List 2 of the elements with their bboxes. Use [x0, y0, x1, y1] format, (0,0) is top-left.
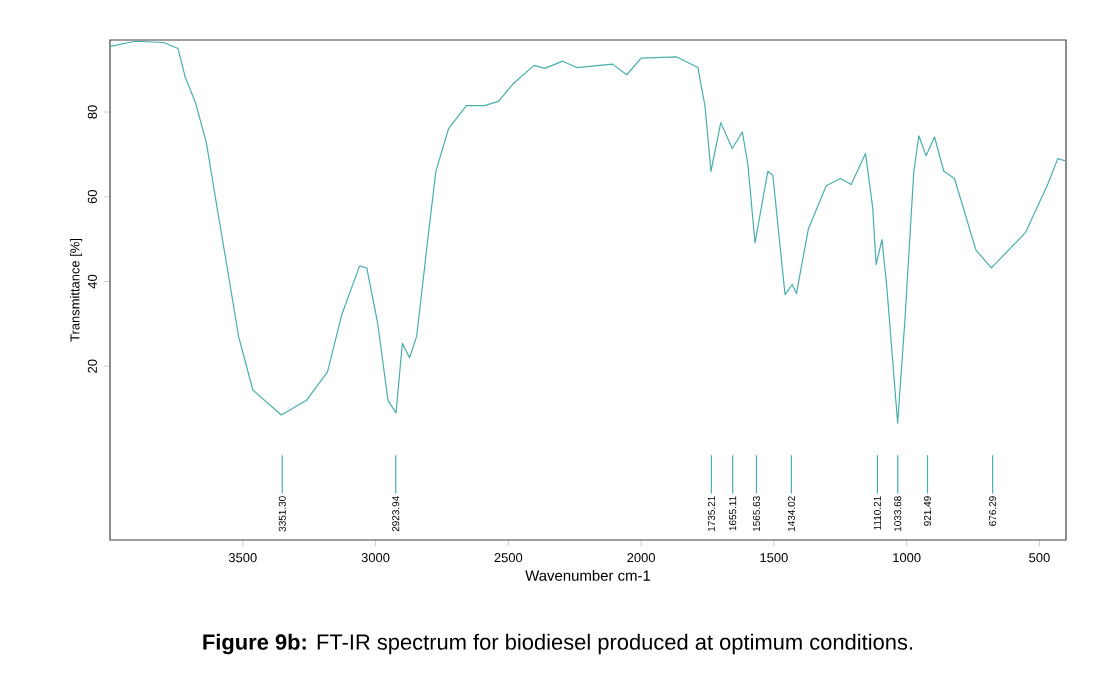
text: Figure 9b: FT-IR spectrum for biodiesel produced at optimum conditions. [203, 633, 913, 655]
line-series [109, 40, 1066, 424]
